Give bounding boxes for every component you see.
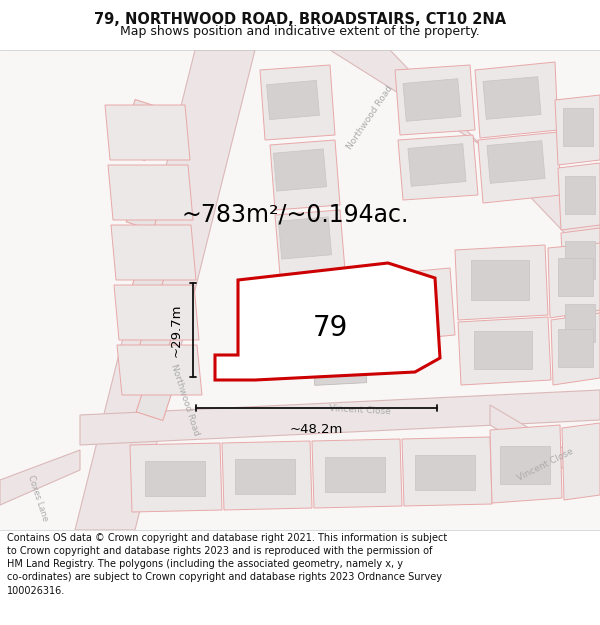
Bar — [557, 258, 593, 296]
Polygon shape — [75, 50, 255, 530]
Bar — [126, 169, 170, 231]
Bar — [302, 296, 358, 344]
Bar — [118, 99, 162, 161]
Bar — [565, 241, 595, 279]
Text: ~29.7m: ~29.7m — [170, 303, 183, 357]
Bar — [266, 81, 319, 119]
Polygon shape — [561, 228, 600, 295]
Polygon shape — [548, 243, 600, 318]
Text: Northwood Road: Northwood Road — [345, 84, 395, 152]
Polygon shape — [558, 163, 600, 230]
Polygon shape — [114, 285, 199, 340]
Text: Contains OS data © Crown copyright and database right 2021. This information is : Contains OS data © Crown copyright and d… — [7, 533, 448, 596]
Bar — [487, 141, 545, 183]
Polygon shape — [312, 439, 402, 508]
Bar — [557, 329, 593, 367]
Polygon shape — [108, 165, 193, 220]
Text: Northwood Road: Northwood Road — [169, 363, 201, 437]
Bar — [136, 359, 180, 421]
Polygon shape — [265, 275, 375, 345]
Polygon shape — [490, 405, 600, 490]
Bar — [383, 284, 437, 326]
Bar — [565, 304, 595, 342]
Polygon shape — [398, 135, 478, 200]
Bar — [415, 454, 475, 489]
Bar — [278, 288, 352, 332]
Bar — [474, 331, 532, 369]
Polygon shape — [270, 140, 340, 210]
Bar — [500, 446, 550, 484]
Polygon shape — [130, 443, 222, 512]
Bar — [274, 149, 326, 191]
Bar — [483, 77, 541, 119]
Text: Vincent Close: Vincent Close — [515, 447, 575, 483]
Polygon shape — [562, 423, 600, 500]
Polygon shape — [402, 437, 492, 506]
Polygon shape — [222, 441, 312, 510]
Polygon shape — [551, 313, 600, 385]
Polygon shape — [275, 210, 345, 275]
Polygon shape — [555, 95, 600, 165]
Polygon shape — [490, 425, 562, 503]
Bar — [325, 456, 385, 491]
Bar — [471, 260, 529, 300]
Text: Map shows position and indicative extent of the property.: Map shows position and indicative extent… — [120, 24, 480, 38]
Bar — [403, 79, 461, 121]
Bar — [145, 461, 205, 496]
Bar — [278, 217, 332, 259]
Text: ~48.2m: ~48.2m — [290, 423, 343, 436]
Bar — [130, 239, 174, 301]
Polygon shape — [105, 105, 190, 160]
Bar — [313, 354, 367, 386]
Polygon shape — [455, 245, 548, 320]
Polygon shape — [478, 132, 561, 203]
Bar — [408, 144, 466, 186]
Polygon shape — [458, 317, 551, 385]
Text: 79, NORTHWOOD ROAD, BROADSTAIRS, CT10 2NA: 79, NORTHWOOD ROAD, BROADSTAIRS, CT10 2N… — [94, 12, 506, 28]
Polygon shape — [330, 50, 600, 270]
Text: Vincent Close: Vincent Close — [329, 404, 391, 416]
Bar — [134, 309, 178, 371]
Polygon shape — [117, 345, 202, 395]
Polygon shape — [80, 390, 600, 445]
Polygon shape — [215, 263, 440, 380]
Bar — [563, 108, 593, 146]
Text: Coxes Lane: Coxes Lane — [26, 474, 50, 522]
Bar — [565, 176, 595, 214]
Polygon shape — [0, 450, 80, 505]
Bar — [235, 459, 295, 494]
Polygon shape — [260, 65, 335, 140]
Polygon shape — [395, 65, 475, 135]
Text: ~783m²/~0.194ac.: ~783m²/~0.194ac. — [181, 203, 409, 227]
Polygon shape — [375, 268, 455, 342]
Text: 79: 79 — [313, 314, 347, 342]
Polygon shape — [564, 293, 600, 360]
Polygon shape — [111, 225, 196, 280]
Polygon shape — [475, 62, 558, 138]
